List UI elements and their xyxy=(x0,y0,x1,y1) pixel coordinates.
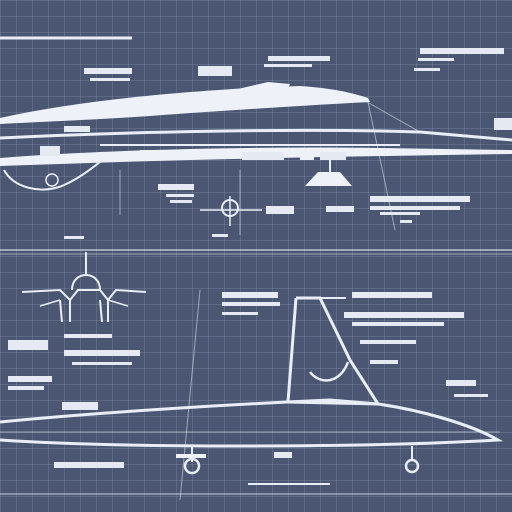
lower-fin-curve xyxy=(309,361,350,382)
upper-engine-ring xyxy=(45,173,59,187)
upper-landing-gear xyxy=(305,172,352,186)
side-view-lower xyxy=(0,289,512,501)
main-gear-wheel xyxy=(183,457,201,475)
lower-fuselage xyxy=(0,398,504,448)
nose-gear-wheel xyxy=(404,458,420,474)
lower-main-gear xyxy=(176,446,206,475)
upper-nacelle-curve xyxy=(3,161,101,191)
upper-front-detail xyxy=(200,196,262,226)
front-fin xyxy=(71,252,101,291)
front-view xyxy=(21,252,147,323)
lower-nose-gear xyxy=(404,446,420,474)
annotation-blocks xyxy=(8,48,512,468)
upper-fuselage-spine xyxy=(0,86,370,124)
upper-canopy xyxy=(225,82,290,96)
upper-wing-line xyxy=(0,128,512,142)
front-wing xyxy=(21,288,147,302)
front-gear-struts xyxy=(59,299,109,323)
